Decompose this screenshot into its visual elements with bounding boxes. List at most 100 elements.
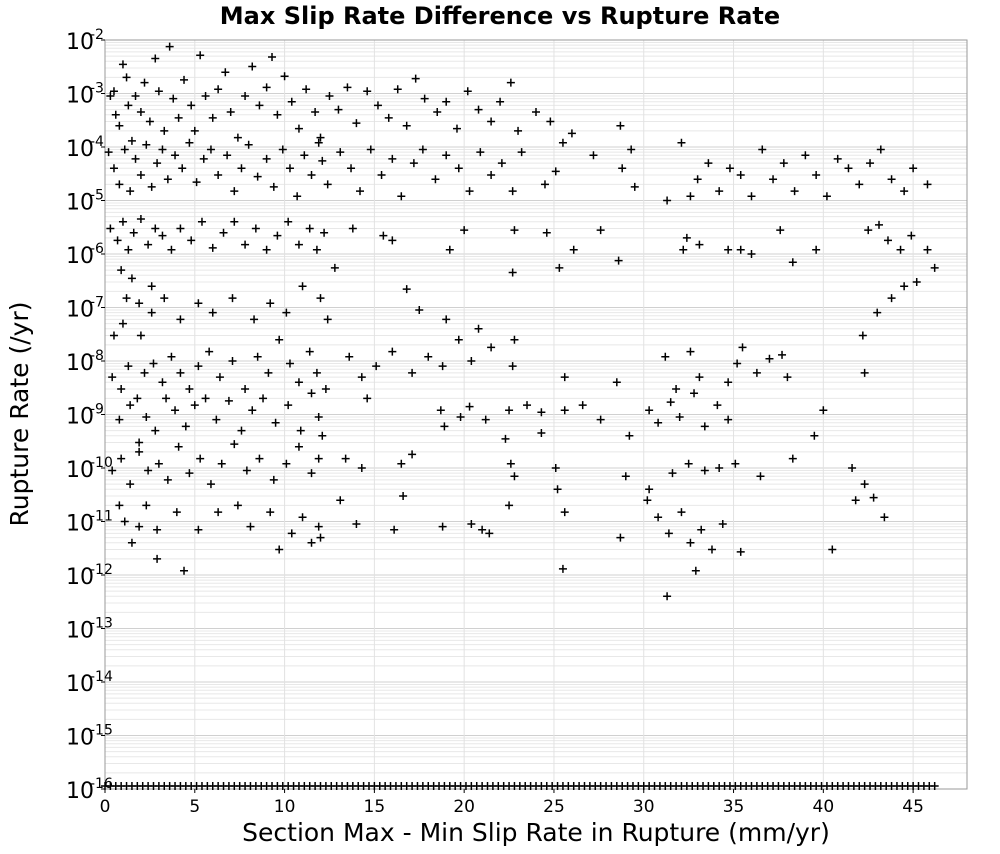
data-point (230, 440, 239, 449)
data-point (695, 240, 704, 249)
data-point (215, 373, 224, 382)
data-point (736, 245, 745, 254)
data-point (672, 384, 681, 393)
x-tick-label: 20 (453, 797, 475, 817)
data-point (124, 245, 133, 254)
data-point (253, 172, 262, 181)
data-point (147, 282, 156, 291)
data-point (627, 145, 636, 154)
data-point (724, 245, 733, 254)
data-point (117, 454, 126, 463)
data-point (251, 224, 260, 233)
y-tick-label: 10 (66, 512, 94, 537)
data-point (456, 412, 465, 421)
data-point (707, 545, 716, 554)
data-point (860, 480, 869, 489)
data-point (287, 529, 296, 538)
data-point (442, 97, 451, 106)
data-point (145, 117, 154, 126)
data-point (318, 156, 327, 165)
data-point (323, 180, 332, 189)
data-point (282, 308, 291, 317)
data-point (228, 294, 237, 303)
data-point (237, 426, 246, 435)
data-point (115, 501, 124, 510)
data-point (154, 459, 163, 468)
data-point (686, 538, 695, 547)
data-point (127, 538, 136, 547)
data-point (408, 368, 417, 377)
data-point (736, 170, 745, 179)
y-axis-label: Rupture Rate (/yr) (5, 302, 34, 527)
data-point (691, 566, 700, 575)
data-point (682, 233, 691, 242)
data-point (118, 217, 127, 226)
data-point (848, 464, 857, 472)
data-point (320, 228, 329, 237)
data-point (923, 245, 932, 254)
data-point (677, 138, 686, 147)
data-point (144, 240, 153, 249)
data-point (273, 231, 282, 240)
y-tick-exponent: -11 (90, 509, 113, 525)
data-point (467, 357, 476, 365)
data-point (241, 91, 250, 100)
data-point (738, 343, 747, 352)
data-point (153, 159, 162, 168)
data-point (233, 501, 242, 510)
data-point (194, 299, 203, 308)
data-point (174, 113, 183, 122)
data-point (909, 164, 918, 173)
data-point (158, 231, 167, 240)
data-point (474, 105, 483, 114)
data-point (819, 406, 828, 415)
data-point (424, 352, 433, 361)
data-point (508, 187, 517, 196)
data-point (700, 422, 709, 431)
data-point (752, 368, 761, 377)
data-point (758, 145, 767, 154)
data-point (321, 384, 330, 393)
data-point (452, 124, 461, 133)
data-point (402, 121, 411, 130)
data-point (725, 164, 734, 173)
data-point (208, 113, 217, 122)
data-point (686, 192, 695, 201)
data-point (262, 83, 271, 92)
data-point (167, 245, 176, 254)
data-point (779, 159, 788, 168)
data-point (560, 373, 569, 382)
data-point (158, 378, 167, 387)
data-point (122, 73, 131, 82)
y-tick-exponent: -15 (90, 723, 113, 739)
data-point (438, 522, 447, 531)
data-point (900, 187, 909, 196)
data-point (109, 164, 118, 173)
x-tick-label: 10 (274, 797, 296, 817)
data-point (442, 151, 451, 160)
data-point (724, 378, 733, 387)
data-point (162, 394, 171, 403)
data-point (259, 394, 268, 403)
data-point (415, 305, 424, 314)
data-point (505, 406, 514, 415)
y-tick-label: 10 (66, 298, 94, 323)
data-point (160, 126, 169, 135)
data-point (185, 138, 194, 147)
data-point (487, 117, 496, 126)
data-point (393, 85, 402, 94)
data-point (140, 78, 149, 87)
data-point (715, 464, 724, 472)
data-point (147, 308, 156, 317)
y-axis-ticks: 10-1610-1510-1410-1310-1210-1110-1010-91… (66, 27, 113, 804)
data-point (558, 564, 567, 573)
data-point (307, 538, 316, 547)
y-tick-label: 10 (66, 30, 94, 55)
data-point (801, 151, 810, 160)
data-point (262, 154, 271, 163)
data-point (833, 154, 842, 163)
data-point (747, 250, 756, 258)
data-point (769, 175, 778, 184)
data-point (822, 192, 831, 201)
data-point (176, 315, 185, 324)
